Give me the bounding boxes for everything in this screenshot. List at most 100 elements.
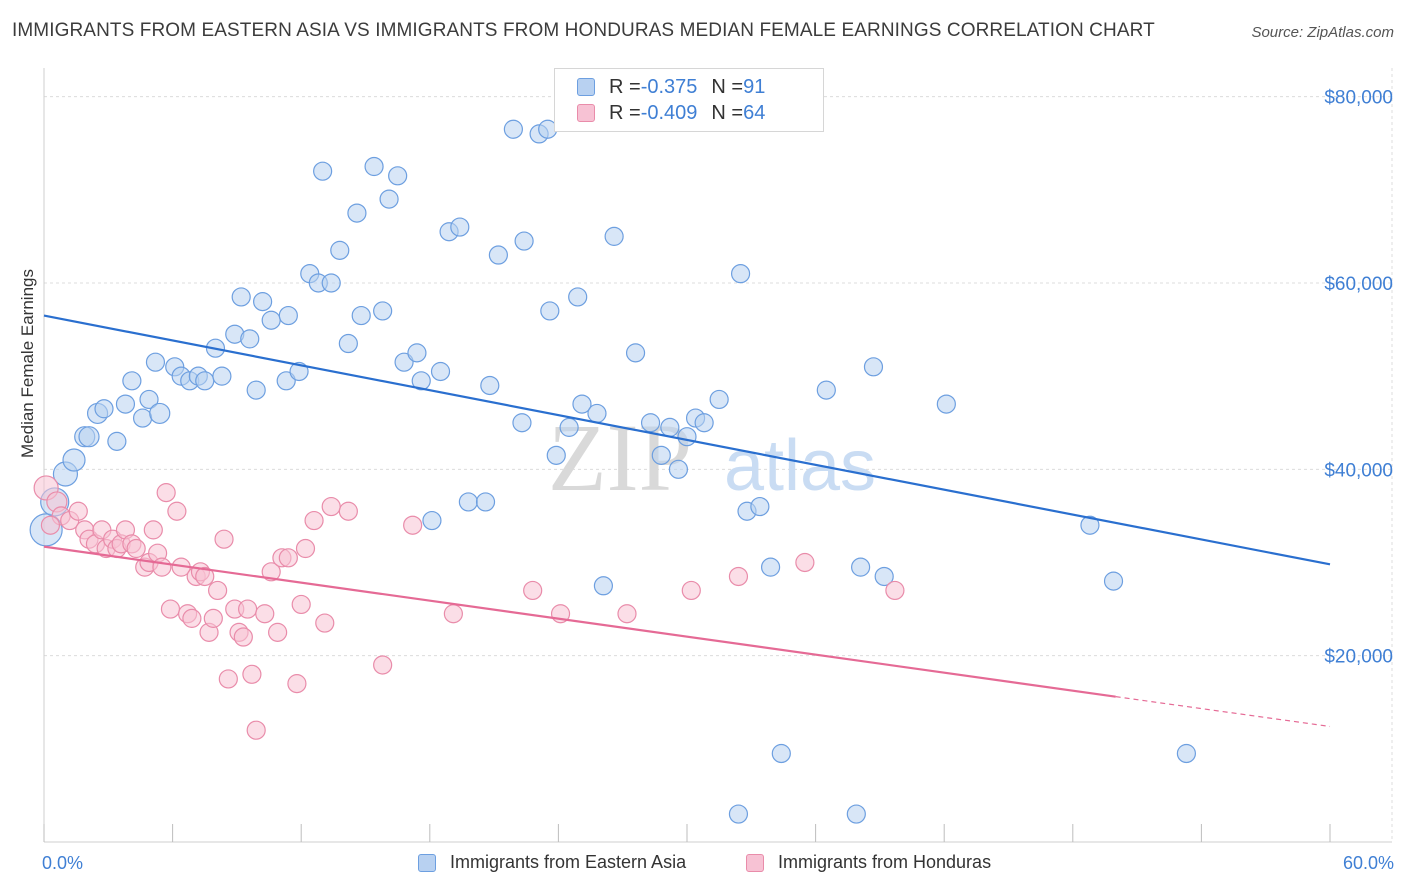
point-eastern-asia bbox=[330, 240, 350, 260]
point-eastern-asia bbox=[816, 380, 836, 400]
legend-swatch-pink bbox=[577, 104, 595, 122]
point-eastern-asia bbox=[139, 389, 159, 410]
point-honduras bbox=[167, 501, 187, 521]
y-tick-label: $60,000 bbox=[1324, 274, 1393, 295]
point-honduras bbox=[885, 580, 905, 601]
point-eastern-asia bbox=[1176, 743, 1196, 764]
y-tick-label: $40,000 bbox=[1324, 460, 1393, 481]
grid-layer bbox=[44, 68, 1393, 842]
legend-item-eastern-asia: Immigrants from Eastern Asia bbox=[418, 852, 686, 873]
point-honduras bbox=[287, 674, 307, 694]
point-eastern-asia bbox=[149, 402, 171, 425]
point-eastern-asia bbox=[388, 166, 408, 186]
point-eastern-asia bbox=[407, 343, 427, 363]
point-honduras bbox=[182, 608, 202, 628]
point-eastern-asia bbox=[488, 245, 508, 265]
point-eastern-asia bbox=[677, 427, 697, 447]
trend-layer bbox=[43, 314, 1331, 728]
legend-row-honduras: R = -0.409 N = 64 bbox=[577, 101, 765, 125]
y-tick-label: $80,000 bbox=[1324, 88, 1393, 109]
legend-n-label: N = bbox=[711, 101, 744, 124]
point-honduras bbox=[261, 562, 281, 582]
point-eastern-asia bbox=[422, 510, 442, 531]
point-honduras bbox=[214, 529, 234, 549]
point-honduras bbox=[160, 599, 181, 619]
point-honduras bbox=[315, 613, 335, 633]
point-eastern-asia bbox=[78, 426, 100, 448]
point-eastern-asia bbox=[730, 264, 751, 284]
points-layer bbox=[29, 119, 1196, 824]
point-eastern-asia bbox=[450, 217, 470, 237]
point-eastern-asia bbox=[278, 305, 298, 326]
point-eastern-asia bbox=[863, 357, 884, 377]
point-eastern-asia bbox=[936, 394, 956, 414]
point-eastern-asia bbox=[411, 371, 431, 391]
point-honduras bbox=[152, 557, 172, 577]
point-honduras bbox=[304, 510, 324, 531]
point-eastern-asia bbox=[694, 413, 714, 433]
point-eastern-asia bbox=[512, 413, 532, 433]
legend-n-value: 91 bbox=[743, 75, 766, 98]
point-eastern-asia bbox=[253, 292, 273, 312]
point-honduras bbox=[233, 627, 253, 647]
point-eastern-asia bbox=[145, 352, 166, 372]
legend-swatch-pink bbox=[746, 853, 764, 872]
point-honduras bbox=[443, 604, 463, 624]
point-honduras bbox=[246, 720, 266, 740]
point-eastern-asia bbox=[559, 417, 579, 437]
legend-n-value: 64 bbox=[743, 101, 766, 124]
point-honduras bbox=[208, 580, 228, 601]
point-honduras bbox=[40, 515, 61, 535]
point-honduras bbox=[617, 604, 637, 624]
point-eastern-asia bbox=[660, 417, 680, 437]
point-eastern-asia bbox=[750, 496, 770, 517]
point-eastern-asia bbox=[132, 408, 153, 428]
point-eastern-asia bbox=[728, 804, 749, 824]
point-eastern-asia bbox=[276, 371, 296, 391]
point-eastern-asia bbox=[313, 161, 333, 181]
legend-label-honduras: Immigrants from Honduras bbox=[778, 852, 992, 872]
point-eastern-asia bbox=[231, 287, 251, 307]
point-eastern-asia bbox=[240, 329, 260, 349]
point-eastern-asia bbox=[379, 189, 399, 209]
y-tick-labels: $20,000 $40,000 $60,000 $80,000 bbox=[1324, 88, 1393, 668]
point-eastern-asia bbox=[347, 203, 367, 223]
point-honduras bbox=[126, 538, 146, 559]
point-eastern-asia bbox=[593, 576, 614, 596]
point-eastern-asia bbox=[540, 301, 560, 321]
point-eastern-asia bbox=[668, 459, 689, 479]
point-eastern-asia bbox=[572, 394, 592, 414]
point-eastern-asia bbox=[338, 333, 358, 354]
point-eastern-asia bbox=[604, 226, 624, 246]
legend-row-eastern-asia: R = -0.375 N = 91 bbox=[577, 75, 765, 99]
watermark-atlas: atlas bbox=[724, 426, 876, 506]
legend-label-eastern-asia: Immigrants from Eastern Asia bbox=[450, 852, 687, 872]
point-eastern-asia bbox=[475, 492, 496, 512]
y-tick-label: $20,000 bbox=[1324, 647, 1393, 668]
point-honduras bbox=[321, 496, 341, 517]
chart-title: IMMIGRANTS FROM EASTERN ASIA VS IMMIGRAN… bbox=[12, 20, 1155, 41]
point-eastern-asia bbox=[373, 301, 393, 321]
legend-swatch-blue bbox=[418, 853, 436, 872]
point-eastern-asia bbox=[568, 287, 588, 307]
point-honduras bbox=[195, 566, 215, 587]
point-eastern-asia bbox=[351, 305, 371, 326]
series-legend: Immigrants from Eastern Asia Immigrants … bbox=[0, 852, 1406, 876]
point-eastern-asia bbox=[640, 413, 661, 433]
point-eastern-asia bbox=[246, 380, 266, 400]
point-eastern-asia bbox=[546, 445, 566, 465]
point-honduras bbox=[795, 552, 815, 573]
point-honduras bbox=[255, 604, 275, 624]
point-honduras bbox=[156, 483, 176, 503]
point-eastern-asia bbox=[625, 343, 646, 363]
legend-swatch-blue bbox=[577, 78, 595, 96]
point-eastern-asia bbox=[458, 492, 478, 512]
point-eastern-asia bbox=[771, 743, 791, 764]
point-honduras bbox=[203, 608, 223, 628]
point-honduras bbox=[143, 520, 163, 540]
point-eastern-asia bbox=[503, 119, 523, 139]
point-eastern-asia bbox=[430, 361, 451, 382]
point-honduras bbox=[403, 515, 423, 535]
point-eastern-asia bbox=[1103, 571, 1124, 591]
